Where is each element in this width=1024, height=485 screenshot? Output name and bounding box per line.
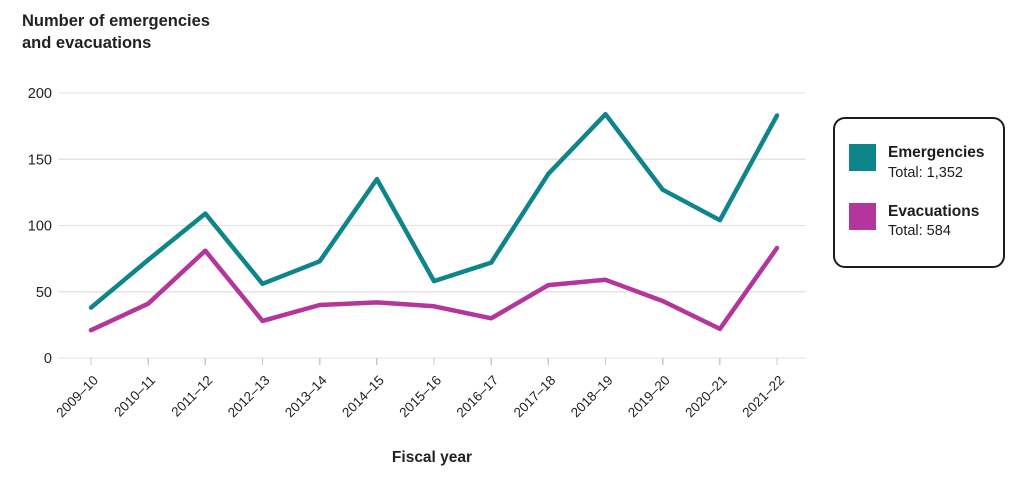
x-tick-label: 2014–15 — [339, 373, 387, 421]
legend-total-evacuations: Total: 584 — [888, 223, 951, 240]
x-tick-label: 2018–19 — [568, 373, 616, 421]
chart-title: Number of emergencies and evacuations — [22, 10, 210, 55]
x-tick-label: 2019–20 — [625, 373, 673, 421]
legend-item-evacuations: Evacuations Total: 584 — [849, 202, 989, 242]
x-tick-label: 2013–14 — [282, 372, 330, 420]
x-tick-label: 2011–12 — [168, 373, 215, 420]
x-tick-label: 2015–16 — [396, 373, 444, 421]
gridlines — [58, 92, 806, 359]
chart-title-line-1: Number of emergencies — [22, 12, 210, 30]
x-tick-label: 2017–18 — [511, 373, 559, 421]
chart-title-line-2: and evacuations — [22, 34, 152, 53]
emergencies-color-swatch — [849, 144, 876, 171]
x-tick-label: 2009–10 — [53, 373, 101, 421]
x-axis-tick-marks — [90, 358, 778, 365]
legend-total-emergencies: Total: 1,352 — [888, 164, 963, 181]
y-tick-label: 100 — [28, 219, 52, 235]
legend-box: Emergencies Total: 1,352 Evacuations Tot… — [833, 117, 1005, 268]
y-tick-label: 0 — [44, 351, 52, 367]
data-series-lines — [88, 111, 780, 333]
y-tick-label: 150 — [28, 152, 52, 168]
y-axis-tick-labels: 0 50 100 150 200 — [28, 86, 52, 367]
x-tick-label: 2020–21 — [682, 373, 730, 421]
x-tick-label: 2016–17 — [454, 373, 502, 421]
x-tick-label: 2010–11 — [111, 373, 158, 420]
evacuations-line — [88, 245, 780, 333]
legend-item-emergencies: Emergencies Total: 1,352 — [849, 143, 989, 183]
evacuations-color-swatch — [849, 202, 876, 230]
x-tick-label: 2021–22 — [739, 373, 787, 421]
x-axis-title: Fiscal year — [391, 449, 473, 466]
y-tick-label: 200 — [28, 86, 52, 102]
x-axis-tick-labels: 2009–10 2010–11 2011–12 2012–13 2013–14 2014–… — [53, 372, 787, 420]
emergencies-line — [88, 111, 780, 310]
legend-text: Evacuations Total: 584 — [888, 202, 979, 242]
legend-label-emergencies: Emergencies — [888, 144, 985, 161]
legend-label-evacuations: Evacuations — [888, 202, 980, 220]
legend-text: Emergencies Total: 1,352 — [888, 143, 985, 183]
y-tick-label: 50 — [36, 285, 52, 301]
x-tick-label: 2012–13 — [225, 373, 273, 421]
